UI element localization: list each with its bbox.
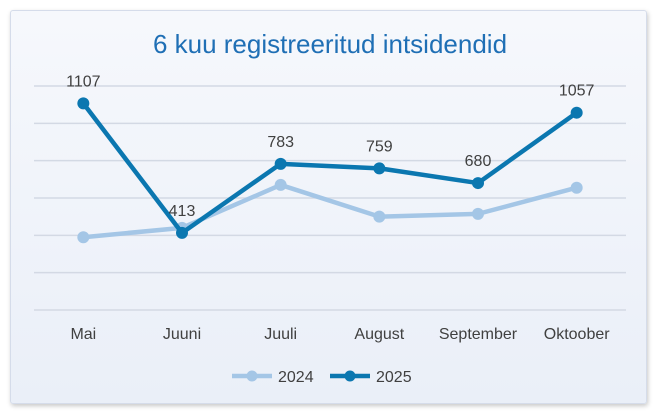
legend-item: 2024 [232, 369, 314, 386]
series-layer [77, 97, 583, 244]
data-point [570, 181, 583, 194]
data-label: 783 [267, 134, 294, 151]
data-point [472, 207, 484, 220]
x-tick-label: Mai [70, 326, 96, 343]
data-point [570, 106, 583, 119]
data-label: 680 [465, 153, 492, 170]
data-label: 759 [366, 138, 393, 155]
data-point [176, 226, 188, 239]
x-tick-label: Juuli [264, 326, 297, 343]
data-point [373, 210, 386, 223]
data-label: 1057 [559, 83, 595, 100]
x-tick-label: Oktoober [544, 326, 610, 343]
series-line [81, 182, 579, 240]
legend-item: 2025 [330, 369, 412, 386]
data-point [77, 231, 90, 244]
legend-label: 2025 [376, 369, 412, 386]
data-point [274, 157, 287, 170]
legend-marker [246, 370, 258, 382]
data-point [274, 178, 287, 191]
data-label: 1107 [66, 73, 101, 90]
x-axis: Mai Juuni Juuli August September Oktoober [70, 326, 610, 343]
chart-card [10, 10, 647, 404]
legend-label: 2024 [278, 369, 314, 386]
data-point [373, 162, 386, 175]
chart-title: 6 kuu registreeritud intsidendid [153, 29, 507, 59]
legend-marker [344, 370, 356, 382]
grid-lines [34, 85, 626, 311]
series-2025 [77, 97, 583, 239]
series-line [81, 101, 579, 236]
x-tick-label: August [354, 326, 404, 343]
legend: 2024 2025 [232, 369, 412, 386]
series-2024 [77, 178, 583, 244]
x-tick-label: September [439, 326, 518, 343]
data-label: 413 [169, 203, 196, 220]
data-labels: 1107 413 783 759 680 1057 [66, 73, 594, 220]
data-point [472, 177, 484, 190]
data-point [77, 97, 90, 110]
x-tick-label: Juuni [163, 326, 201, 343]
